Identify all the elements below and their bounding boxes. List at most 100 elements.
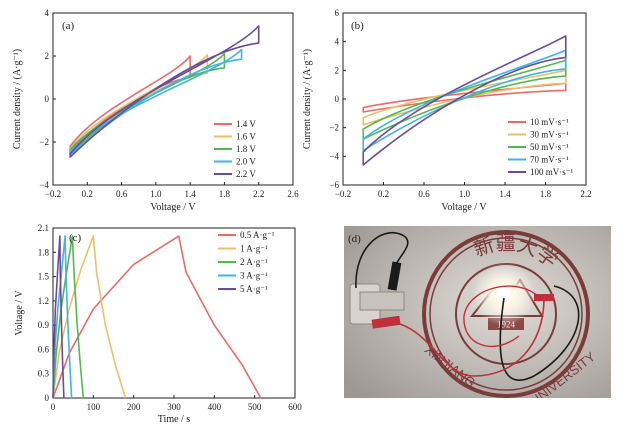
y-tick-label: 1.8 [38, 247, 50, 257]
x-tick-label: 300 [167, 402, 181, 412]
black-wire-right [499, 285, 580, 381]
device-base [359, 291, 405, 311]
led-bulb [498, 288, 510, 300]
panel-b-axes: −0.2 0.2 0.6 1.0 1.4 1.8 2.2 −6 −4 −2 0 2 4 6 [329, 8, 591, 199]
series-line-3 [69, 53, 226, 154]
x-tick-label: 100 [87, 402, 101, 412]
y-tick-label: −4 [329, 151, 339, 161]
y-tick-label: 0 [45, 393, 50, 403]
legend-label: 100 mV·s⁻¹ [530, 167, 574, 177]
series-line-1 [52, 235, 262, 399]
x-tick-label: 2.2 [580, 189, 591, 199]
y-tick-label: 0 [45, 94, 50, 104]
panel-b-xlabel: Voltage / V [441, 202, 487, 213]
panel-a-label: (a) [62, 20, 75, 32]
x-tick-label: 2.6 [287, 189, 299, 199]
legend-label: 10 mV·s⁻¹ [530, 117, 569, 127]
x-tick-label: 500 [248, 402, 262, 412]
legend-label: 1 A·g⁻¹ [240, 244, 268, 254]
panel-a-xlabel: Voltage / V [150, 202, 196, 213]
panel-a-axes: −0.2 0.2 0.6 1.0 1.4 1.8 2.2 2.6 −4 −2 0 2 4 [39, 8, 299, 199]
legend-label: 5 A·g⁻¹ [240, 284, 268, 294]
series-line-4 [52, 235, 73, 399]
red-clip-right [534, 294, 554, 301]
x-tick-label: 0 [51, 402, 56, 412]
x-tick-label: 0.6 [116, 189, 128, 199]
panel-a-ylabel: Current density / (A·g⁻¹) [12, 49, 23, 149]
panel-b-ylabel: Current density / (A·g⁻¹) [302, 49, 313, 149]
series-line-1 [69, 55, 191, 151]
y-tick-label: 0.9 [38, 320, 50, 330]
series-line-5 [362, 35, 567, 166]
panel-a-plot-frame [52, 12, 294, 186]
panel-c-axes: 0 100 200 300 400 500 600 0 0.3 0.6 0.9 1.2 1.5 1.8 2.… [38, 223, 303, 412]
panel-c-ylabel: Voltage / V [14, 290, 25, 336]
x-tick-label: 2.2 [253, 189, 264, 199]
y-tick-label: 0.6 [38, 344, 50, 354]
x-tick-label: 600 [288, 402, 302, 412]
panel-c-charge-discharge: 0 100 200 300 400 500 600 0 0.3 0.6 0.9 1.2 1.5 1.8 2.… [14, 223, 302, 425]
y-tick-label: 4 [335, 37, 340, 47]
panel-d-label: (d) [348, 233, 361, 245]
panel-b-curves [362, 35, 567, 166]
red-wire [399, 297, 545, 377]
red-clip [371, 315, 401, 329]
black-wire [355, 231, 409, 289]
y-tick-label: 0.3 [38, 369, 50, 379]
panel-c-curves [52, 235, 262, 399]
y-tick-label: 2.1 [38, 223, 49, 233]
y-tick-label: 0 [335, 94, 340, 104]
y-tick-label: 6 [335, 8, 340, 18]
panel-a-curves [69, 25, 260, 158]
y-tick-label: 2 [45, 51, 50, 61]
x-tick-label: 1.0 [150, 189, 162, 199]
panel-c-xlabel: Time / s [158, 414, 191, 425]
legend-label: 1.4 V [236, 119, 256, 129]
series-line-5 [52, 235, 65, 399]
x-tick-label: 0.2 [378, 189, 389, 199]
x-tick-label: 1.4 [185, 189, 197, 199]
x-tick-label: −0.2 [45, 189, 61, 199]
legend-label: 2 A·g⁻¹ [240, 257, 268, 267]
x-tick-label: 1.4 [499, 189, 511, 199]
panel-d-photo: (d) 新疆大学 XINJIANG UNIVERSITY 1924 [344, 226, 611, 398]
legend-label: 2.2 V [236, 169, 256, 179]
x-tick-label: 0.2 [82, 189, 93, 199]
legend-label: 1.6 V [236, 132, 256, 142]
series-line-5 [69, 25, 260, 158]
panel-a-legend: 1.4 V 1.6 V 1.8 V 2.0 V 2.2 V [214, 119, 256, 179]
panel-c-plot-frame [52, 227, 296, 399]
y-tick-label: 4 [45, 8, 50, 18]
y-tick-label: 2 [335, 65, 340, 75]
y-tick-label: −2 [39, 137, 49, 147]
panel-a-cv-voltage-windows: −0.2 0.2 0.6 1.0 1.4 1.8 2.2 2.6 −4 −2 0 2 4 (a) Vol… [12, 8, 299, 213]
panel-b-label: (b) [351, 20, 364, 32]
legend-label: 0.5 A·g⁻¹ [240, 230, 275, 240]
legend-label: 70 mV·s⁻¹ [530, 155, 569, 165]
panel-c-legend: 0.5 A·g⁻¹ 1 A·g⁻¹ 2 A·g⁻¹ 3 A·g⁻¹ 5 A·g⁻¹ [218, 230, 275, 294]
x-tick-label: 1.0 [459, 189, 471, 199]
red-wire-loop [463, 285, 541, 347]
x-tick-label: 200 [127, 402, 141, 412]
legend-label: 2.0 V [236, 157, 256, 167]
x-tick-label: 0.6 [418, 189, 430, 199]
x-tick-label: 1.8 [540, 189, 552, 199]
panel-b-legend: 10 mV·s⁻¹ 30 mV·s⁻¹ 50 mV·s⁻¹ 70 mV·s⁻¹ 100 … [508, 117, 574, 177]
series-line-3 [52, 235, 85, 399]
x-tick-label: −0.2 [335, 189, 351, 199]
legend-label: 3 A·g⁻¹ [240, 271, 268, 281]
y-tick-label: −6 [329, 180, 339, 190]
panel-c-label: (c) [69, 232, 82, 244]
series-line-4 [69, 48, 243, 156]
panel-b-cv-scan-rates: −0.2 0.2 0.6 1.0 1.4 1.8 2.2 −6 −4 −2 0 2 4 6 (b) Vol… [302, 8, 592, 213]
y-tick-label: −2 [329, 123, 339, 133]
y-tick-label: −4 [39, 180, 49, 190]
panel-d-photo-drawing: (d) 新疆大学 XINJIANG UNIVERSITY 1924 [344, 226, 611, 398]
y-tick-label: 1.5 [38, 272, 50, 282]
legend-label: 30 mV·s⁻¹ [530, 130, 569, 140]
x-tick-label: 400 [208, 402, 222, 412]
legend-label: 1.8 V [236, 144, 256, 154]
x-tick-label: 1.8 [219, 189, 231, 199]
y-tick-label: 1.2 [38, 296, 49, 306]
